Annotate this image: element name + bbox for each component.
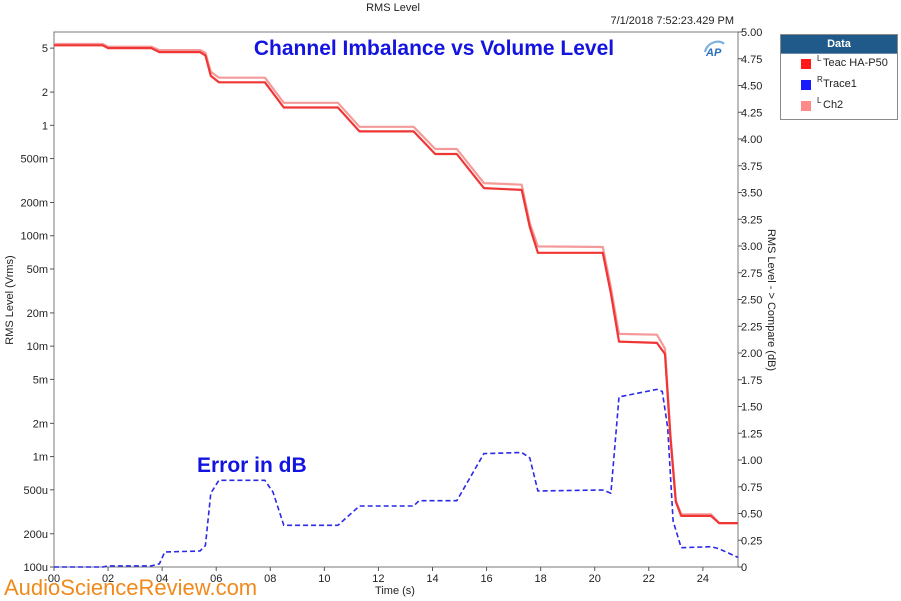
y-left-tick-label: 20m: [27, 308, 48, 320]
y-left-tick-label: 100u: [24, 562, 48, 574]
x-tick-label: 12: [372, 573, 384, 585]
legend-channel: R: [817, 75, 823, 84]
x-tick-label: 18: [535, 573, 547, 585]
y-right-tick-label: 5.00: [741, 27, 762, 39]
legend-label: Trace1: [823, 78, 857, 90]
y-right-tick-label: 0.50: [741, 509, 762, 521]
y-left-tick-label: 5: [42, 43, 48, 55]
ap-logo-icon: AP: [702, 38, 726, 60]
legend-swatch-ch2: [801, 101, 811, 111]
y-right-tick-label: 4.50: [741, 81, 762, 93]
y-axis-left: 5 2 1 500m 200m 100m 50m 20m 10m 5m 2m 1m 500u 200u 10…: [20, 43, 54, 574]
y-left-tick-label: 200m: [20, 197, 48, 209]
y-left-tick-label: 1m: [33, 452, 48, 464]
legend-item-ch2[interactable]: L Ch2: [781, 96, 897, 117]
y-axis-left-title: RMS Level (Vrms): [4, 255, 16, 344]
x-axis: 00 02 04 06 08 10 12 14 16 18 20 22 24: [48, 567, 709, 585]
annotation-error: Error in dB: [197, 454, 307, 477]
series-line-teac: [54, 44, 738, 525]
x-tick-label: 02: [102, 573, 114, 585]
y-axis-right: 5.00 4.75 4.50 4.25 4.00 3.75 3.50 3.25 3.00 2.75…: [738, 27, 762, 574]
y-left-tick-label: 500m: [20, 154, 48, 166]
y-right-tick-label: 4.75: [741, 54, 762, 66]
y-right-tick-label: 3.25: [741, 214, 762, 226]
y-right-tick-label: 3.75: [741, 161, 762, 173]
y-left-tick-label: 50m: [27, 264, 48, 276]
y-axis-right-title: RMS Level - > Compare (dB): [765, 229, 777, 371]
svg-text:AP: AP: [705, 47, 722, 59]
legend-title: Data: [781, 35, 897, 54]
y-right-tick-label: 1.00: [741, 455, 762, 467]
legend: Data L Teac HA-P50 R Trace1 L Ch2: [780, 34, 898, 120]
y-right-tick-label: 2.00: [741, 348, 762, 360]
legend-swatch-teac: [801, 59, 811, 69]
y-left-tick-label: 5m: [33, 374, 48, 386]
y-right-tick-label: 2.25: [741, 321, 762, 333]
legend-swatch-trace1: [801, 80, 811, 90]
y-right-tick-label: 0: [741, 562, 747, 574]
y-right-tick-label: 3.50: [741, 188, 762, 200]
chart-title: RMS Level: [366, 2, 420, 14]
y-right-tick-label: 1.75: [741, 375, 762, 387]
y-right-tick-label: 0.75: [741, 482, 762, 494]
x-tick-label: 06: [210, 573, 222, 585]
x-tick-label: 20: [589, 573, 601, 585]
x-tick-label: 14: [426, 573, 438, 585]
y-left-tick-label: 200u: [24, 529, 48, 541]
y-right-tick-label: 1.25: [741, 428, 762, 440]
legend-item-trace1[interactable]: R Trace1: [781, 75, 897, 96]
annotation-title: Channel Imbalance vs Volume Level: [254, 37, 614, 60]
x-tick-label: 16: [480, 573, 492, 585]
y-right-tick-label: 0.25: [741, 535, 762, 547]
y-left-tick-label: 2m: [33, 418, 48, 430]
y-left-tick-label: 2: [42, 87, 48, 99]
watermark: AudioScienceReview.com: [4, 575, 258, 600]
series-layer: [54, 42, 739, 568]
x-tick-label: 08: [264, 573, 276, 585]
x-axis-title: Time (s): [375, 585, 415, 597]
x-tick-label: 22: [643, 573, 655, 585]
y-right-tick-label: 1.50: [741, 402, 762, 414]
y-left-tick-label: 10m: [27, 341, 48, 353]
y-left-tick-label: 500u: [24, 485, 48, 497]
legend-item-teac[interactable]: L Teac HA-P50: [781, 54, 897, 75]
x-tick-label: 04: [156, 573, 168, 585]
timestamp: 7/1/2018 7:52:23.429 PM: [610, 15, 734, 27]
y-right-tick-label: 4.00: [741, 134, 762, 146]
x-tick-label: 10: [318, 573, 330, 585]
legend-label: Teac HA-P50: [823, 57, 888, 69]
x-tick-label: 24: [697, 573, 709, 585]
legend-label: Ch2: [823, 99, 844, 111]
plot-area: [53, 31, 739, 568]
y-right-tick-label: 2.50: [741, 295, 762, 307]
legend-channel: L: [817, 96, 822, 105]
y-right-tick-label: 3.00: [741, 241, 762, 253]
y-left-tick-label: 100m: [20, 231, 48, 243]
y-left-tick-label: 1: [42, 120, 48, 132]
y-right-tick-label: 4.25: [741, 107, 762, 119]
y-right-tick-label: 2.75: [741, 268, 762, 280]
x-tick-label: 00: [48, 573, 60, 585]
series-line-trace1: [54, 388, 739, 568]
legend-channel: L: [817, 54, 822, 63]
